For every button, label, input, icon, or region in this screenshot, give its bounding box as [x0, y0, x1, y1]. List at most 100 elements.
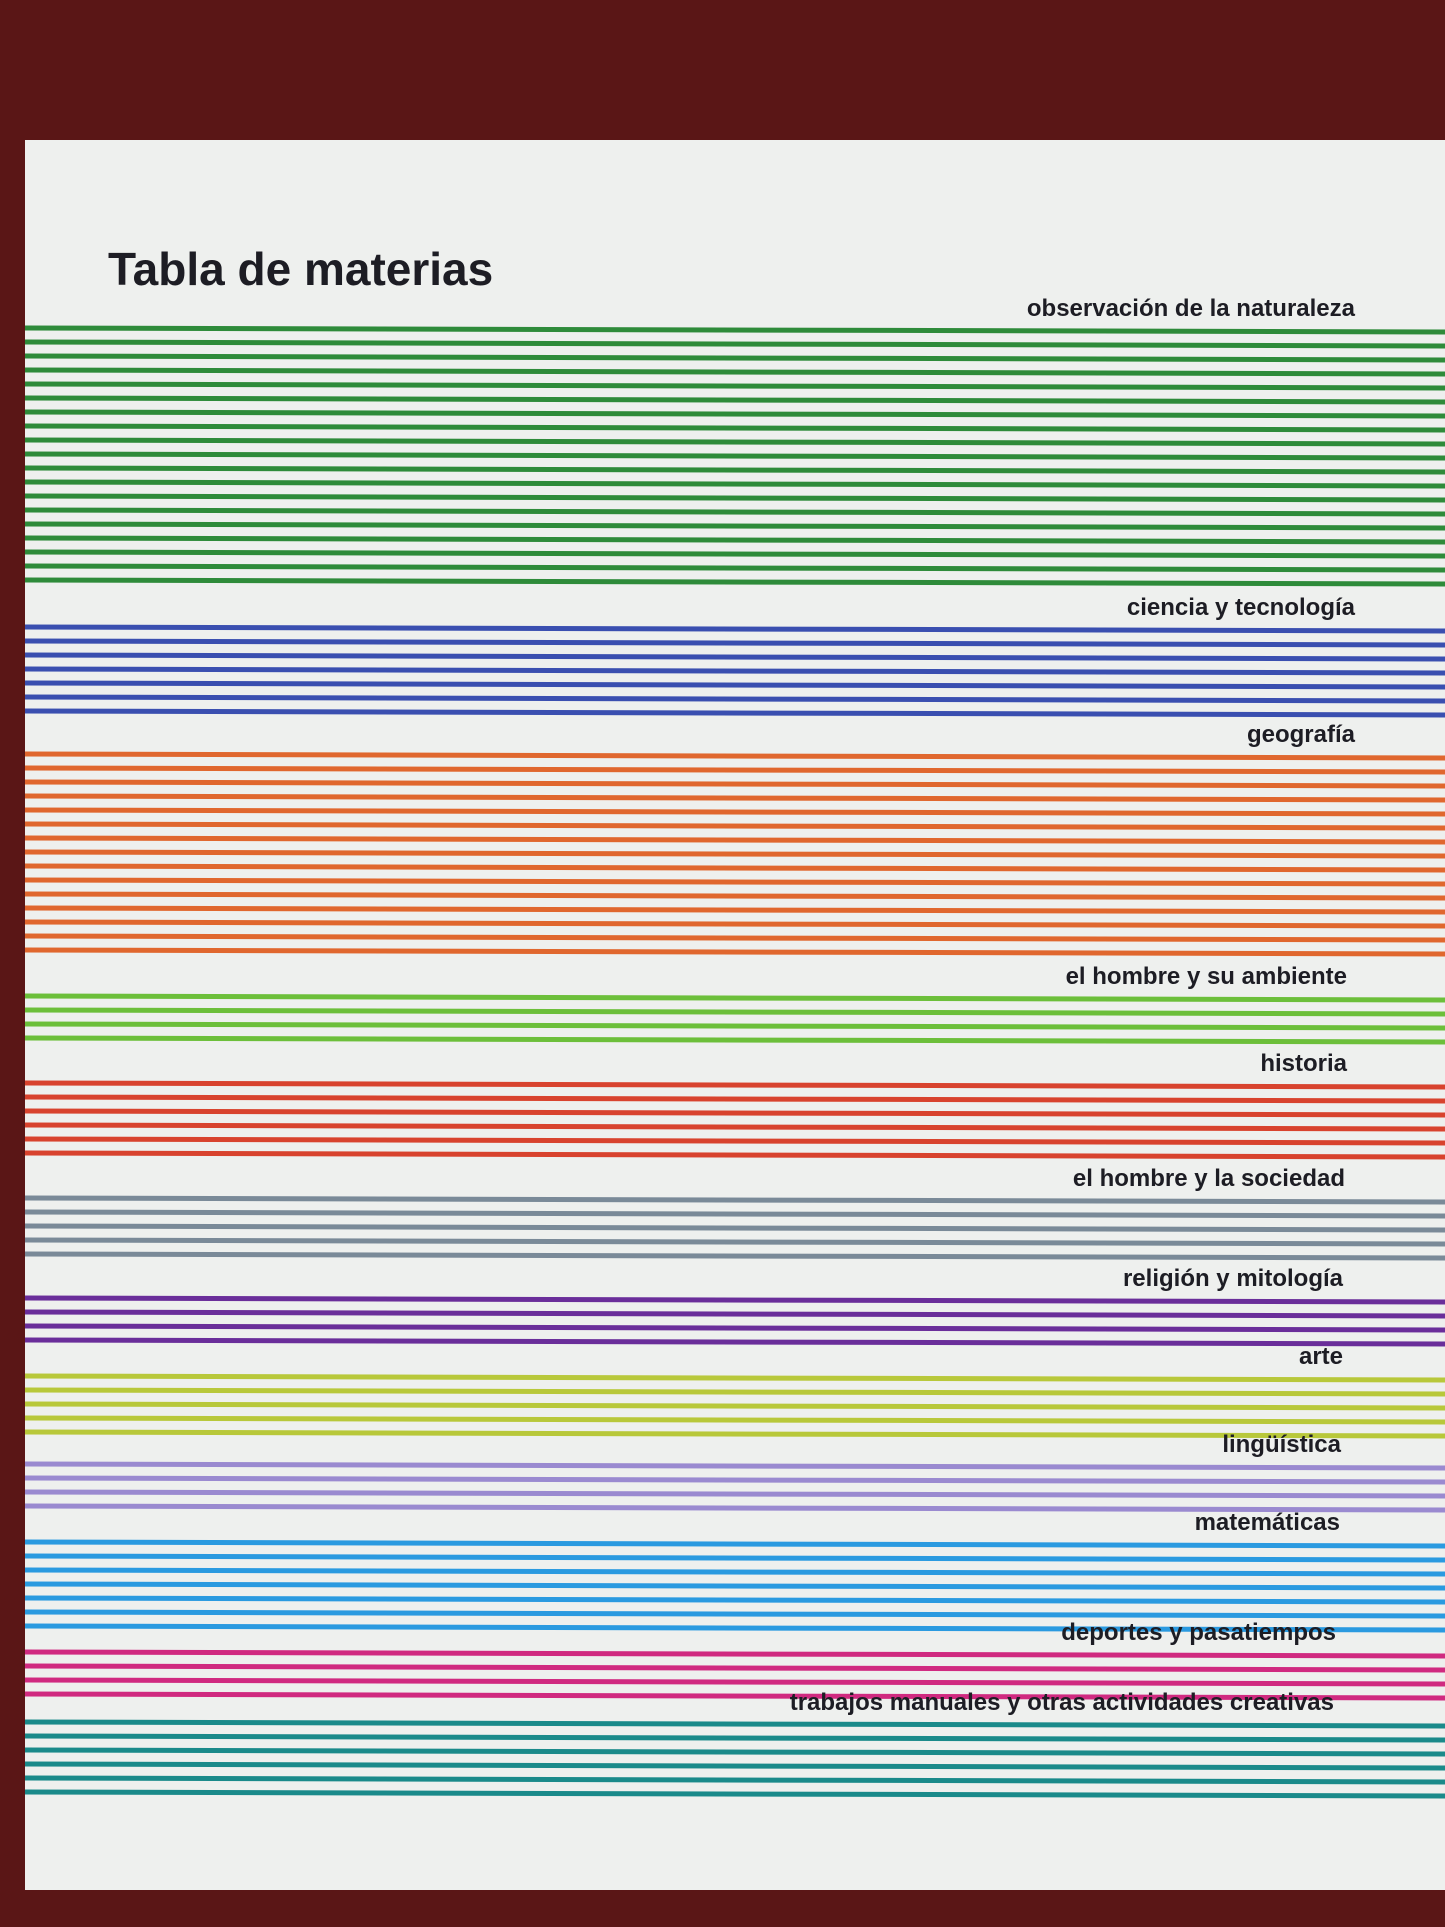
- stripe: [24, 1475, 1445, 1485]
- section-label: el hombre y su ambiente: [1066, 963, 1347, 990]
- stripe: [24, 793, 1445, 803]
- stripe: [24, 1733, 1445, 1743]
- stripe: [24, 353, 1445, 363]
- stripe: [24, 1401, 1445, 1411]
- stripe: [24, 1295, 1445, 1305]
- stripe: [24, 1595, 1445, 1605]
- section-label: matemáticas: [1195, 1509, 1340, 1536]
- stripe: [24, 1539, 1445, 1549]
- stripe: [24, 521, 1445, 531]
- section-label: el hombre y la sociedad: [1073, 1165, 1345, 1192]
- stripe: [24, 1337, 1445, 1347]
- stripe: [24, 1122, 1445, 1132]
- stripe: [24, 765, 1445, 775]
- stripe: [24, 325, 1445, 335]
- stripe: [24, 1429, 1445, 1439]
- stripe: [24, 1489, 1445, 1499]
- sections: observación de la naturaleza ciencia y te…: [24, 295, 1445, 1799]
- stripe: [24, 1387, 1445, 1397]
- stripe: [24, 1609, 1445, 1619]
- stripe: [24, 1080, 1445, 1090]
- section-label: historia: [1260, 1050, 1347, 1077]
- stripe: [24, 1223, 1445, 1233]
- stripe: [24, 381, 1445, 391]
- stripe: [24, 1007, 1445, 1017]
- stripe: [24, 708, 1445, 718]
- stripe: [24, 1503, 1445, 1513]
- stripe: [24, 835, 1445, 845]
- stripe: [24, 1649, 1445, 1659]
- stripe: [24, 947, 1445, 957]
- stripe: [24, 1553, 1445, 1563]
- stripe: [24, 1461, 1445, 1471]
- section-label: trabajos manuales y otras actividades cr…: [790, 1689, 1334, 1716]
- stripe: [24, 1309, 1445, 1319]
- stripe: [24, 919, 1445, 929]
- stripe: [24, 933, 1445, 943]
- stripe: [24, 465, 1445, 475]
- stripe: [24, 1581, 1445, 1591]
- stripe: [24, 1415, 1445, 1425]
- stripe: [24, 1136, 1445, 1146]
- stripe: [24, 821, 1445, 831]
- stripe: [24, 694, 1445, 704]
- stripe: [24, 1789, 1445, 1799]
- stripe: [24, 751, 1445, 761]
- stripe: [24, 779, 1445, 789]
- stripe: [24, 666, 1445, 676]
- stripe: [24, 638, 1445, 648]
- stripe: [24, 423, 1445, 433]
- stripe: [24, 1677, 1445, 1687]
- stripe: [24, 437, 1445, 447]
- stripe: [24, 624, 1445, 634]
- stripe: [24, 807, 1445, 817]
- stripe: [24, 863, 1445, 873]
- stripe: [24, 1323, 1445, 1333]
- stripe: [24, 577, 1445, 587]
- section-label: geografía: [1247, 721, 1356, 748]
- stripe: [24, 1251, 1445, 1261]
- stripe: [24, 367, 1445, 377]
- stripe: [24, 1150, 1445, 1160]
- stripe: [24, 1094, 1445, 1104]
- stripe: [24, 1719, 1445, 1729]
- stripe: [24, 479, 1445, 489]
- stripe: [24, 535, 1445, 545]
- stripe: [24, 849, 1445, 859]
- stripe: [24, 1623, 1445, 1633]
- stripe: [24, 1021, 1445, 1031]
- stripe: [24, 1747, 1445, 1757]
- stripe: [24, 905, 1445, 915]
- stripe: [24, 891, 1445, 901]
- section-label: religión y mitología: [1123, 1265, 1344, 1292]
- page-title: Tabla de materias: [108, 243, 493, 295]
- section-label: lingüística: [1222, 1431, 1341, 1458]
- stripe: [24, 1195, 1445, 1205]
- stripe: [24, 507, 1445, 517]
- stripe: [24, 549, 1445, 559]
- stripe: [24, 1567, 1445, 1577]
- stripe: [24, 877, 1445, 887]
- stripe: [24, 1775, 1445, 1785]
- stripe: [24, 339, 1445, 349]
- stripe: [24, 680, 1445, 690]
- stripe: [24, 993, 1445, 1003]
- stripe: [24, 1237, 1445, 1247]
- section-label: ciencia y tecnología: [1127, 594, 1356, 621]
- stripe: [24, 1035, 1445, 1045]
- stripe: [24, 409, 1445, 419]
- stripe: [24, 395, 1445, 405]
- stripe: [24, 1691, 1445, 1701]
- stripe: [24, 1108, 1445, 1118]
- stripe: [24, 652, 1445, 662]
- section-label: deportes y pasatiempos: [1061, 1619, 1336, 1646]
- stripe: [24, 1761, 1445, 1771]
- stripe: [24, 451, 1445, 461]
- stripe: [24, 1373, 1445, 1383]
- section-label: arte: [1299, 1343, 1343, 1370]
- section-label: observación de la naturaleza: [1027, 295, 1356, 322]
- stripe: [24, 493, 1445, 503]
- stripe: [24, 1209, 1445, 1219]
